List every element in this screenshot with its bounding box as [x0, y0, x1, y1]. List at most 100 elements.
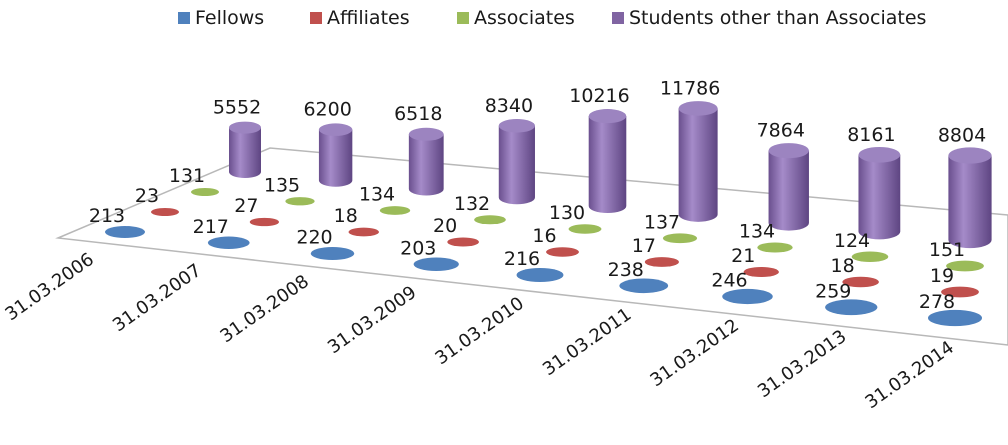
bar [310, 246, 355, 261]
bar [941, 286, 979, 298]
bar [474, 215, 506, 225]
x-tick-label: 31.03.2013 [754, 326, 850, 402]
data-label: 213 [89, 205, 125, 227]
legend-swatch [310, 12, 322, 24]
bar [229, 127, 261, 178]
bar [678, 108, 718, 222]
data-label: 131 [169, 165, 205, 187]
data-label: 278 [919, 291, 955, 313]
data-label: 137 [644, 211, 680, 233]
data-label: 8340 [485, 95, 533, 117]
bar-top [408, 127, 444, 141]
series-affiliates: 23 27 18 20 16 17 21 18 19 [135, 185, 979, 298]
data-label: 7864 [757, 120, 805, 142]
legend-item-fellows: Fellows [178, 7, 264, 29]
x-tick-label: 31.03.2007 [109, 260, 205, 336]
bar-top [858, 146, 901, 163]
legend: Fellows Affiliates Associates Students othe… [178, 7, 926, 29]
legend-label: Students other than Associates [629, 7, 926, 29]
data-label: 220 [296, 227, 332, 249]
bar [948, 155, 992, 249]
bar-top [588, 109, 627, 124]
data-label: 17 [632, 235, 656, 257]
data-label: 130 [549, 202, 585, 224]
x-tick-label: 31.03.2010 [431, 293, 527, 369]
bar [249, 217, 279, 227]
bar [644, 257, 679, 267]
data-label: 21 [731, 245, 755, 267]
x-tick-label: 31.03.2012 [646, 315, 742, 391]
data-label: 16 [532, 225, 556, 247]
legend-swatch [612, 12, 624, 24]
bar [413, 257, 459, 272]
bar [768, 150, 809, 231]
bar [318, 129, 353, 187]
x-tick-label: 31.03.2011 [539, 304, 635, 380]
data-label: 18 [334, 205, 358, 227]
data-label: 259 [815, 280, 851, 302]
data-label: 216 [504, 248, 540, 270]
data-label: 27 [234, 195, 258, 217]
bar [447, 237, 479, 247]
data-label: 5552 [213, 97, 261, 119]
bar [743, 266, 779, 278]
data-label: 8804 [938, 124, 986, 146]
legend-item-associates: Associates [457, 7, 575, 29]
data-label: 19 [930, 265, 954, 287]
data-label: 135 [264, 174, 300, 196]
bar-top [768, 143, 809, 159]
bar [498, 125, 535, 205]
bar [105, 226, 145, 238]
bar [851, 251, 889, 262]
bar [722, 288, 773, 305]
bar [946, 260, 984, 272]
data-label: 151 [929, 239, 965, 261]
bar-top [948, 147, 992, 164]
series-students-other-than-associates: 5552 6200 6518 8340 10216 11786 7864 8161 8804 [213, 77, 992, 249]
bar [588, 116, 627, 214]
bar [516, 267, 564, 283]
bar [568, 224, 602, 234]
bar [348, 227, 379, 237]
bar [207, 236, 250, 250]
chart-marks: 5552 6200 6518 8340 10216 11786 7864 8161 8804 13… [89, 77, 992, 327]
bar [858, 154, 901, 240]
bar [825, 299, 878, 316]
x-tick-label: 31.03.2008 [216, 271, 312, 347]
data-label: 203 [400, 237, 436, 259]
series-fellows: 213 217 220 203 216 238 246 259 278 [89, 205, 982, 327]
bar-top [318, 123, 353, 136]
bar-top [678, 101, 718, 116]
legend-swatch [457, 12, 469, 24]
bar [379, 206, 411, 215]
legend-label: Affiliates [327, 7, 410, 29]
data-label: 6200 [303, 99, 351, 121]
data-label: 238 [608, 259, 644, 281]
legend-item-students-other-than-associates: Students other than Associates [612, 7, 926, 29]
bar [191, 188, 219, 196]
bar [408, 134, 444, 196]
data-label: 134 [739, 221, 775, 243]
bar [151, 208, 179, 216]
bar [285, 197, 315, 206]
legend-item-affiliates: Affiliates [310, 7, 410, 29]
x-tick-label: 31.03.2006 [1, 249, 97, 325]
bar-top [229, 121, 261, 134]
data-label: 10216 [569, 85, 629, 107]
bar [662, 233, 698, 244]
legend-label: Associates [474, 7, 575, 29]
data-label: 134 [359, 184, 395, 206]
data-label: 132 [454, 193, 490, 215]
bar [757, 242, 793, 253]
bar [546, 247, 579, 257]
bar-top [498, 118, 535, 133]
data-label: 6518 [394, 103, 442, 125]
data-label: 246 [711, 270, 747, 292]
data-label: 20 [433, 215, 457, 237]
data-label: 11786 [660, 77, 720, 99]
data-label: 8161 [847, 124, 895, 146]
series-associates: 131 135 134 132 130 137 134 124 151 [169, 165, 984, 272]
x-tick-label: 31.03.2009 [324, 282, 420, 358]
bar [619, 278, 669, 294]
